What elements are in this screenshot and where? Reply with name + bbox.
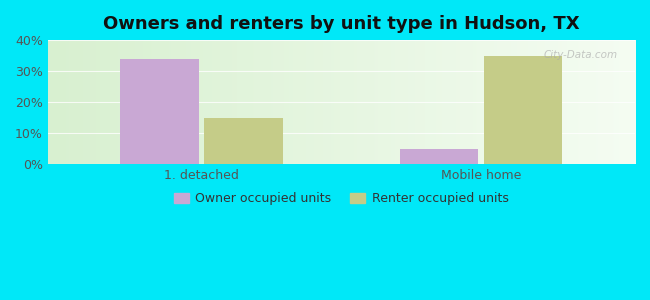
Bar <box>204 118 283 164</box>
Bar <box>120 59 199 164</box>
Bar <box>484 56 562 164</box>
Legend: Owner occupied units, Renter occupied units: Owner occupied units, Renter occupied un… <box>169 187 514 210</box>
Bar <box>400 149 478 164</box>
Title: Owners and renters by unit type in Hudson, TX: Owners and renters by unit type in Hudso… <box>103 15 580 33</box>
Text: City-Data.com: City-Data.com <box>543 50 618 60</box>
